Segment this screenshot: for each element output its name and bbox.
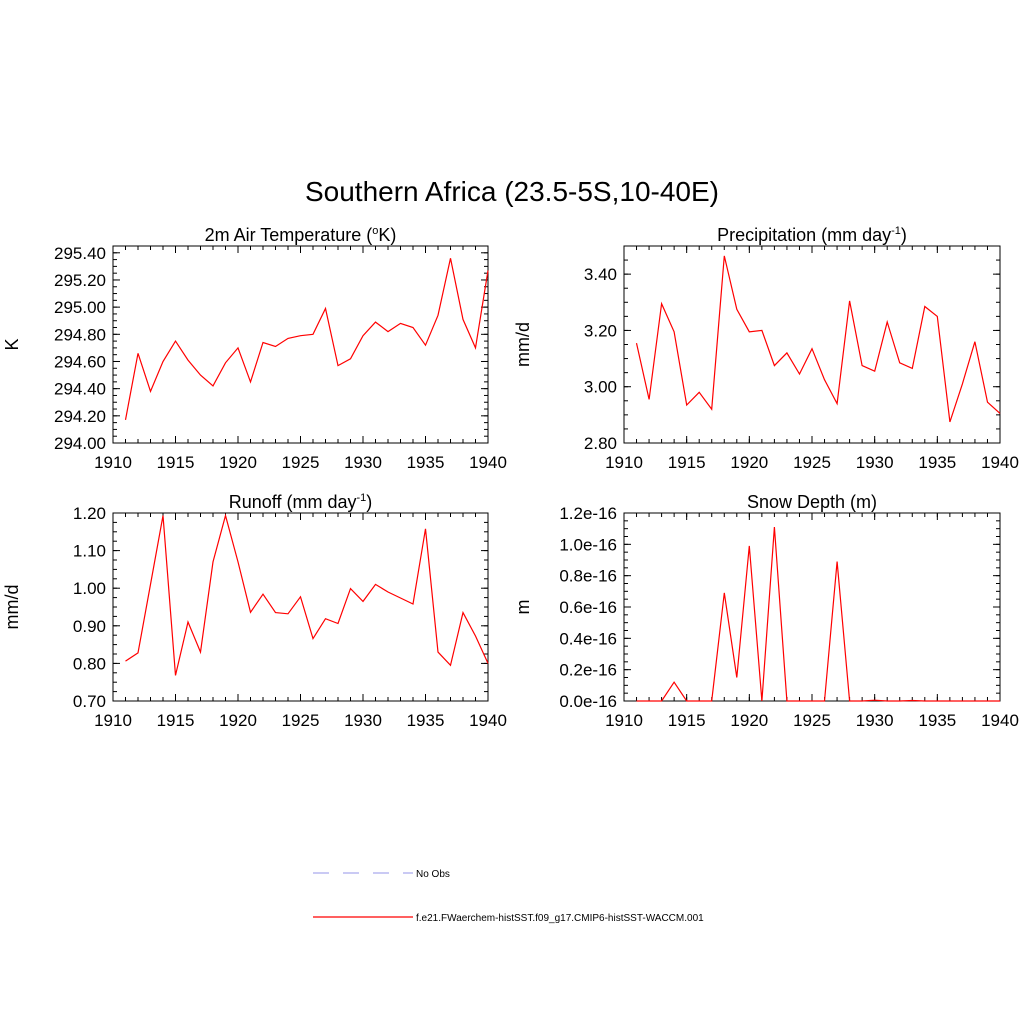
x-tick-label: 1910 — [94, 453, 132, 472]
x-tick-label: 1915 — [668, 711, 706, 730]
x-tick-label: 1915 — [157, 711, 195, 730]
plot-frame — [112, 245, 489, 444]
x-tick-label: 1935 — [918, 453, 956, 472]
panel-title-suffix: ) — [366, 492, 372, 512]
y-axis-label: K — [2, 338, 22, 350]
x-tick-label: 1920 — [730, 453, 768, 472]
x-tick-label: 1910 — [94, 711, 132, 730]
legend-label: No Obs — [416, 869, 450, 880]
y-tick-label: 294.60 — [54, 352, 106, 371]
x-tick-label: 1925 — [793, 711, 831, 730]
x-tick-label: 1930 — [344, 711, 382, 730]
panel-title-text: Runoff (mm day — [229, 492, 357, 512]
series-line — [636, 527, 1000, 702]
y-tick-label: 0.4e-16 — [559, 629, 617, 648]
x-tick-label: 1940 — [469, 711, 507, 730]
y-tick-label: 0.80 — [73, 654, 106, 673]
legend-item-1: No Obs — [313, 869, 450, 880]
panel-title: Snow Depth (m) — [747, 492, 877, 512]
panel-title-suffix: ) — [901, 225, 907, 245]
y-axis-label: mm/d — [2, 585, 22, 630]
y-tick-label: 0.70 — [73, 692, 106, 711]
y-tick-label: 1.20 — [73, 504, 106, 523]
legend-label: f.e21.FWaerchem-histSST.f09_g17.CMIP6-hi… — [416, 913, 704, 924]
series-line — [635, 255, 1001, 423]
panel-title-superscript: -1 — [356, 492, 366, 504]
y-tick-label: 294.80 — [54, 325, 106, 344]
legend-item-2: f.e21.FWaerchem-histSST.f09_g17.CMIP6-hi… — [313, 913, 704, 924]
y-tick-label: 0.0e-16 — [559, 692, 617, 711]
x-tick-label: 1935 — [918, 711, 956, 730]
y-tick-label: 295.20 — [54, 271, 106, 290]
x-tick-label: 1910 — [605, 711, 643, 730]
y-tick-label: 1.2e-16 — [559, 504, 617, 523]
y-tick-label: 2.80 — [584, 434, 617, 453]
series-line — [124, 258, 489, 421]
y-tick-label: 294.00 — [54, 434, 106, 453]
y-tick-label: 1.00 — [73, 579, 106, 598]
y-tick-label: 3.20 — [584, 321, 617, 340]
x-tick-label: 1940 — [981, 711, 1019, 730]
panel-title: Runoff (mm day-1) — [229, 492, 373, 512]
x-tick-label: 1935 — [407, 711, 445, 730]
x-tick-label: 1930 — [856, 711, 894, 730]
y-tick-label: 3.00 — [584, 378, 617, 397]
y-axis-label: m — [513, 600, 533, 615]
panel-title-text: 2m Air Temperature ( — [205, 225, 373, 245]
x-tick-label: 1915 — [668, 453, 706, 472]
x-tick-label: 1915 — [157, 453, 195, 472]
y-tick-label: 3.40 — [584, 265, 617, 284]
x-tick-label: 1925 — [282, 711, 320, 730]
x-tick-label: 1925 — [282, 453, 320, 472]
x-tick-label: 1925 — [793, 453, 831, 472]
x-tick-label: 1940 — [981, 453, 1019, 472]
legend: No Obs f.e21.FWaerchem-histSST.f09_g17.CM… — [313, 869, 704, 924]
x-tick-label: 1920 — [730, 711, 768, 730]
x-tick-label: 1920 — [219, 453, 257, 472]
plot-frame — [112, 512, 489, 702]
y-tick-label: 295.00 — [54, 298, 106, 317]
y-tick-label: 0.90 — [73, 617, 106, 636]
panel-3: Runoff (mm day-1) mm/d 0.70 0.80 0.90 1.00 1.1… — [2, 492, 507, 730]
x-tick-label: 1910 — [605, 453, 643, 472]
x-tick-label: 1920 — [219, 711, 257, 730]
panel-title-suffix: K) — [378, 225, 396, 245]
y-tick-label: 295.40 — [54, 244, 106, 263]
y-axis-label: mm/d — [513, 322, 533, 367]
y-tick-label: 1.0e-16 — [559, 535, 617, 554]
series-line — [125, 513, 489, 676]
panels: 2m Air Temperature (oK) K 294.00 294.20 294.… — [2, 225, 1019, 730]
y-tick-label: 0.8e-16 — [559, 567, 617, 586]
panel-title-superscript: o — [372, 225, 378, 237]
panel-title: Precipitation (mm day-1) — [717, 225, 907, 245]
y-tick-label: 1.10 — [73, 542, 106, 561]
plot-frame — [623, 512, 1001, 702]
x-tick-label: 1935 — [407, 453, 445, 472]
y-tick-label: 294.20 — [54, 407, 106, 426]
figure-title: Southern Africa (23.5-5S,10-40E) — [305, 176, 719, 207]
panel-title-text: Precipitation (mm day — [717, 225, 891, 245]
panel-2: Precipitation (mm day-1) mm/d 2.80 3.00 3.20… — [513, 225, 1019, 472]
y-tick-label: 0.2e-16 — [559, 661, 617, 680]
x-tick-label: 1930 — [856, 453, 894, 472]
plot-frame — [623, 245, 1001, 444]
panel-title-text: Snow Depth (m) — [747, 492, 877, 512]
x-tick-label: 1930 — [344, 453, 382, 472]
panel-1: 2m Air Temperature (oK) K 294.00 294.20 294.… — [2, 225, 507, 472]
y-tick-label: 294.40 — [54, 380, 106, 399]
panel-title-superscript: -1 — [891, 225, 901, 237]
x-tick-label: 1940 — [469, 453, 507, 472]
y-tick-label: 0.6e-16 — [559, 598, 617, 617]
panel-title: 2m Air Temperature (oK) — [205, 225, 397, 245]
panel-4: Snow Depth (m) m 0.0e-16 0.2e-16 0.4e-16 0.6e… — [513, 492, 1019, 730]
